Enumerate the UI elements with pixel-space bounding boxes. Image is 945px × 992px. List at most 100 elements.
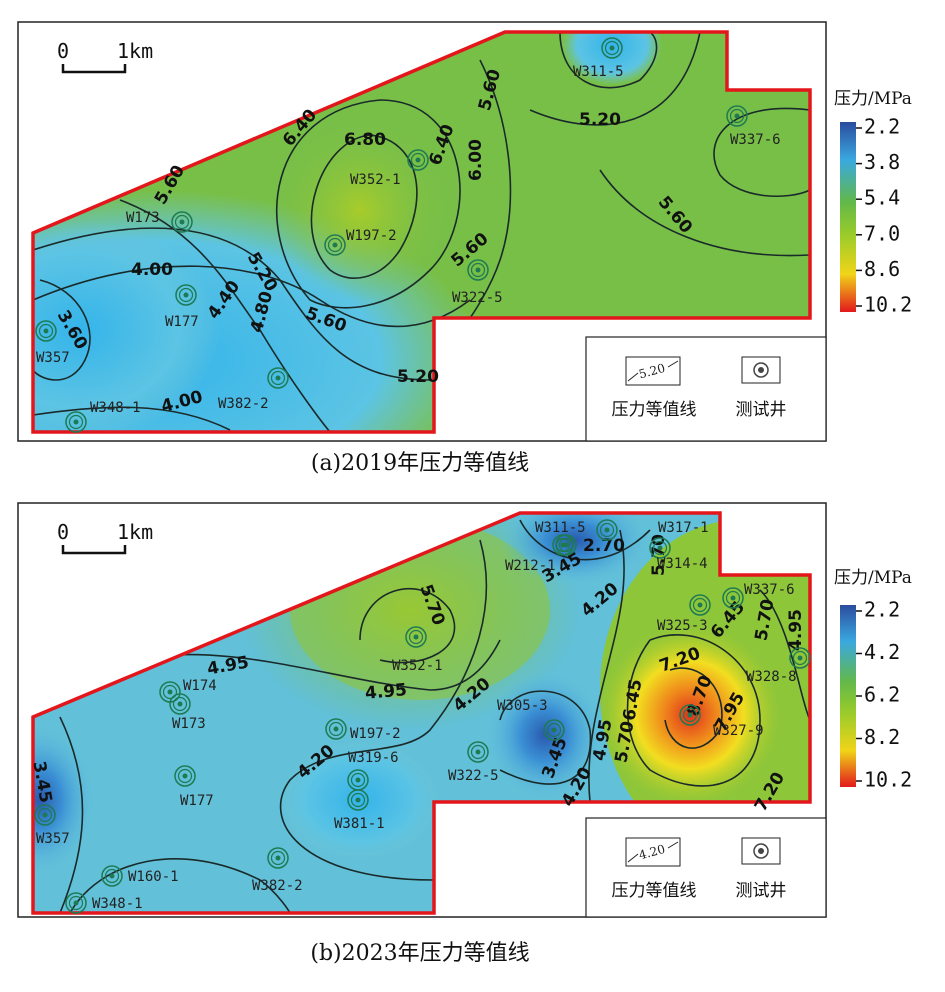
caption: (b)2023年压力等值线 xyxy=(310,941,529,966)
well xyxy=(34,804,56,826)
well-dot xyxy=(563,542,569,548)
well-ring xyxy=(171,211,193,233)
well-ring xyxy=(324,234,346,256)
legend-contour-name: 压力等值线 xyxy=(612,881,697,901)
well-ring xyxy=(172,696,188,712)
legend-contour-icon xyxy=(625,356,681,386)
well xyxy=(789,647,811,669)
legend-well-name: 测试井 xyxy=(736,400,787,420)
well-ring xyxy=(405,626,427,648)
well-label: W357 xyxy=(36,350,70,366)
well-dot xyxy=(697,602,703,608)
well-dot xyxy=(355,797,361,803)
well-label: W177 xyxy=(165,314,199,330)
legend-well-dot xyxy=(758,848,764,854)
contour-label: 4.95 xyxy=(786,609,806,651)
well-dot xyxy=(355,777,361,783)
well-ring xyxy=(410,152,426,168)
well xyxy=(169,693,191,715)
well-ring xyxy=(692,597,708,613)
well-ring xyxy=(68,895,84,911)
well-dot xyxy=(275,375,281,381)
well-dot xyxy=(42,812,48,818)
scale-end: 1km xyxy=(117,39,153,63)
legend-box xyxy=(585,336,827,442)
well-ring xyxy=(546,722,562,738)
well-ring xyxy=(601,37,623,59)
well xyxy=(175,284,197,306)
well-label: W322-5 xyxy=(452,290,503,306)
well-ring xyxy=(652,540,668,556)
caption: (a)2019年压力等值线 xyxy=(311,451,529,476)
well-dot xyxy=(551,727,557,733)
well-ring xyxy=(347,789,369,811)
well xyxy=(407,149,429,171)
well-ring xyxy=(104,868,120,884)
colorbar-title: 压力/MPa xyxy=(834,89,912,109)
colorbar-label: 2.2 xyxy=(864,115,900,139)
well-label: W337-6 xyxy=(730,132,781,148)
well-label: W311-5 xyxy=(535,520,586,536)
legend-well-dot xyxy=(758,367,764,373)
colorbar-label: 10.2 xyxy=(864,293,912,317)
colorbar-label: 8.2 xyxy=(864,725,900,749)
well-ring xyxy=(169,693,191,715)
well-dot xyxy=(275,855,281,861)
well-ring xyxy=(725,590,741,606)
well-ring xyxy=(558,537,574,553)
well-label: W325-3 xyxy=(657,618,708,634)
well-label: W357 xyxy=(36,831,70,847)
well xyxy=(347,789,369,811)
well-label: W337-6 xyxy=(744,582,795,598)
well-label: W212-1 xyxy=(505,558,556,574)
well-ring xyxy=(65,411,87,433)
well xyxy=(405,626,427,648)
well-ring xyxy=(729,108,745,124)
boundary xyxy=(31,30,812,434)
well xyxy=(325,718,347,740)
contour-label: 5.20 xyxy=(397,367,439,387)
well-ring xyxy=(792,650,808,666)
scale-end: 1km xyxy=(117,520,153,544)
well xyxy=(267,847,289,869)
well-dot xyxy=(475,267,481,273)
well-ring xyxy=(649,537,671,559)
well-label: W173 xyxy=(172,716,206,732)
well-ring xyxy=(679,704,701,726)
well-ring xyxy=(604,40,620,56)
well-ring xyxy=(65,892,87,914)
well-ring xyxy=(599,522,615,538)
well-ring xyxy=(34,804,56,826)
well-ring xyxy=(267,367,289,389)
well-ring xyxy=(467,259,489,281)
well-dot xyxy=(475,749,481,755)
well-ring xyxy=(325,718,347,740)
well-ring xyxy=(789,647,811,669)
well-label: W328-8 xyxy=(746,669,797,685)
well-ring xyxy=(37,807,53,823)
well-ring xyxy=(328,721,344,737)
well-label: W197-2 xyxy=(346,228,397,244)
well xyxy=(171,211,193,233)
well-label: W327-9 xyxy=(713,723,764,739)
contour-label: 6.80 xyxy=(344,130,386,150)
well-ring xyxy=(470,744,486,760)
colorbar-title: 压力/MPa xyxy=(834,568,912,588)
well xyxy=(555,534,577,556)
legend-box xyxy=(585,817,827,918)
well xyxy=(174,765,196,787)
colorbar-label: 3.8 xyxy=(864,150,900,174)
well-dot xyxy=(177,701,183,707)
well-ring xyxy=(350,792,366,808)
well-ring xyxy=(174,765,196,787)
scale-start: 0 xyxy=(57,520,69,544)
legend-contour-sample: 5.20 xyxy=(637,361,666,381)
contour-label: 2.70 xyxy=(583,536,625,556)
well-ring xyxy=(162,684,178,700)
well-ring xyxy=(68,414,84,430)
well-dot xyxy=(73,419,79,425)
colorbar-label: 6.2 xyxy=(864,683,900,707)
well-label: W197-2 xyxy=(350,726,401,742)
legend-well-icon xyxy=(741,356,781,384)
well-label: W305-3 xyxy=(497,698,548,714)
